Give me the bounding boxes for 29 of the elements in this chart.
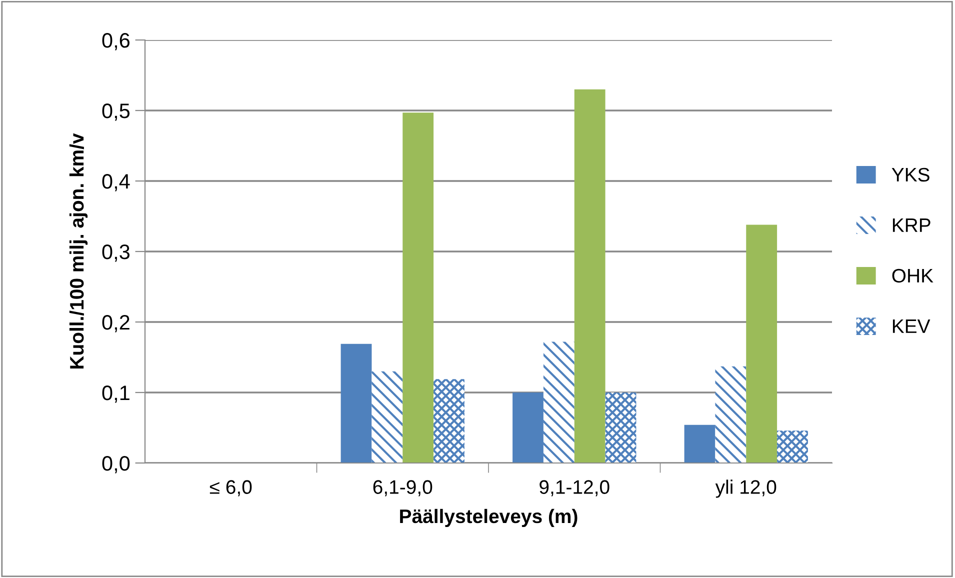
y-tick-label: 0,3 — [102, 244, 130, 262]
bar — [746, 224, 778, 463]
bar — [512, 392, 544, 463]
bar — [574, 89, 606, 463]
x-axis-title: Päällysteleveys (m) — [400, 508, 578, 528]
bar — [434, 379, 464, 463]
legend-label: KEV — [892, 320, 930, 333]
legend-label: YKS — [892, 168, 930, 182]
bar — [543, 342, 574, 463]
bar — [684, 424, 716, 463]
bar — [340, 344, 372, 463]
y-tick-label: 0,2 — [102, 315, 130, 332]
bar — [372, 371, 403, 463]
x-tick-label: yli 12,0 — [715, 480, 776, 498]
x-tick-label: 9,1-12,0 — [540, 480, 610, 496]
y-tick-label: 0,5 — [102, 104, 130, 121]
bar — [715, 366, 746, 463]
x-tick-label: ≤ 6,0 — [210, 480, 252, 496]
bar — [402, 112, 434, 463]
legend-label: OHK — [892, 268, 934, 283]
y-axis-title: Kuoll./100 milj. ajon. km/v — [69, 133, 88, 369]
bar — [605, 392, 636, 463]
y-tick-label: 0,4 — [102, 174, 130, 192]
x-tick-label: 6,1-9,0 — [373, 480, 432, 496]
y-tick-label: 0,1 — [102, 386, 130, 403]
y-tick-label: 0,6 — [102, 33, 130, 50]
y-tick-label: 0,0 — [102, 456, 130, 474]
legend-label: KRP — [892, 218, 930, 232]
bar — [777, 430, 808, 463]
